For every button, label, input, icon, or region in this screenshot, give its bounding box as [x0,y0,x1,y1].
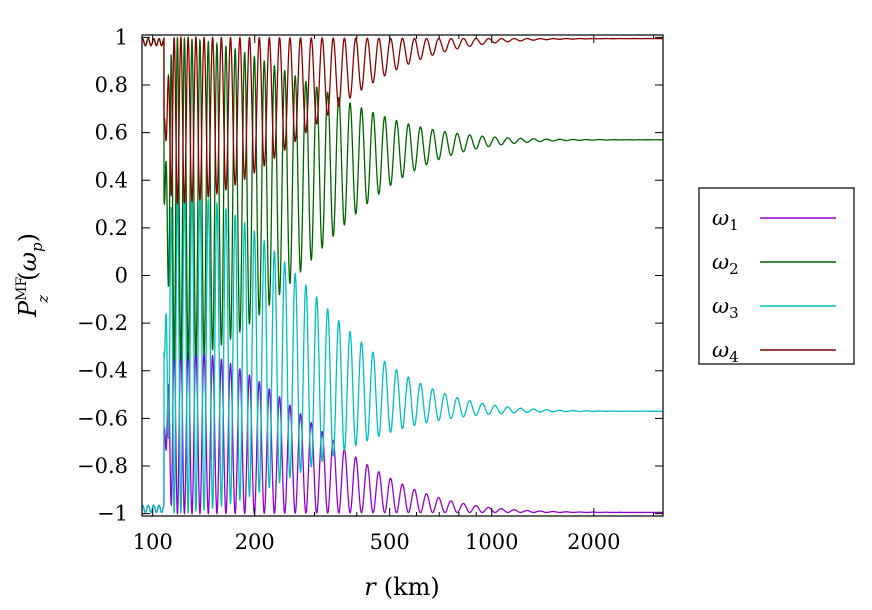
y-tick-label: −0.4 [77,359,128,383]
x-axis-title: r (km) [364,573,440,601]
x-tick-label: 2000 [567,530,620,554]
y-tick-label: 0 [115,264,128,288]
tick-layer: 100 200 500 1000 2000 1 0.8 0.6 0.4 0.2 0 −0.2 −0.4 −… [77,25,663,554]
series-line-3 [142,189,663,514]
legend: ω1 ω2 ω3 ω4 [698,187,855,366]
y-tick-label: −0.2 [77,311,128,335]
y-axis-title: PMF z(ωp) [14,233,52,318]
y-tick-label: −1 [97,502,128,526]
y-tick-label: 0.8 [95,73,128,97]
y-tick-label: −0.8 [77,454,128,478]
series-layer [142,35,663,516]
y-tick-label: 0.2 [95,216,128,240]
legend-label-4: ω4 [712,338,739,366]
legend-label-2: ω2 [712,250,739,278]
x-tick-label: 500 [370,530,410,554]
y-tick-label: 0.6 [95,121,128,145]
legend-label-1: ω1 [712,206,739,234]
y-tick-label: −0.6 [77,406,128,430]
series-line-2 [142,36,663,361]
legend-entries: ω1 ω2 ω3 ω4 [712,206,836,366]
y-tick-label: 0.4 [95,168,128,192]
series-line-4 [142,35,663,205]
x-tick-label: 1000 [465,530,518,554]
y-tick-label: 1 [115,25,128,49]
x-tick-label: 200 [235,530,275,554]
legend-label-3: ω3 [712,294,739,322]
x-tick-label: 100 [133,530,173,554]
